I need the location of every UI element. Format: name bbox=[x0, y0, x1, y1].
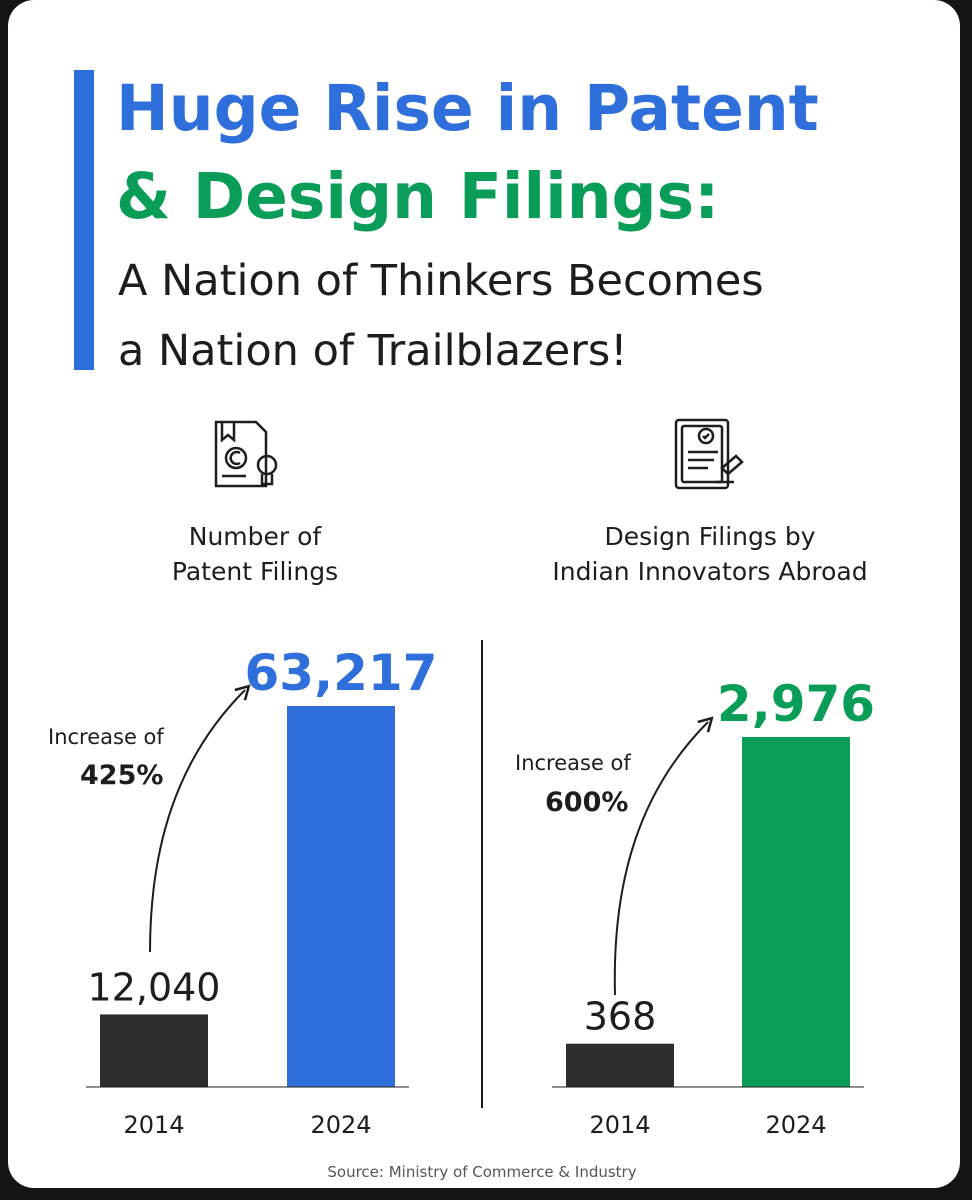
value-label: 368 bbox=[584, 995, 657, 1039]
subtitle-line: A Nation of Thinkers Becomes bbox=[118, 256, 764, 306]
x-tick-label: 2024 bbox=[310, 1111, 371, 1139]
annotation-value: 425% bbox=[80, 760, 163, 791]
bar bbox=[100, 1014, 208, 1087]
x-tick-label: 2024 bbox=[765, 1111, 826, 1139]
title-line: Huge Rise in Patent bbox=[116, 72, 819, 145]
x-tick-label: 2014 bbox=[123, 1111, 184, 1139]
source: Source: Ministry of Commerce & Industry bbox=[327, 1163, 636, 1181]
value-label: 12,040 bbox=[88, 965, 221, 1009]
chart-title: Number of bbox=[189, 522, 323, 551]
arrow bbox=[613, 716, 714, 996]
annotation: Increase of bbox=[515, 751, 631, 775]
x-tick-label: 2014 bbox=[589, 1111, 650, 1139]
value-label: 63,217 bbox=[245, 644, 438, 702]
arrow bbox=[149, 684, 251, 953]
design-icon bbox=[674, 418, 744, 490]
bar bbox=[566, 1043, 674, 1087]
bar bbox=[742, 737, 850, 1087]
value-label: 2,976 bbox=[717, 675, 875, 733]
title-line: & Design Filings: bbox=[116, 160, 719, 233]
chart-title: Indian Innovators Abroad bbox=[552, 557, 867, 586]
chart-title: Design Filings by bbox=[604, 522, 815, 551]
patent-icon bbox=[214, 420, 278, 488]
accent-bar bbox=[74, 70, 94, 370]
annotation-value: 600% bbox=[545, 787, 628, 818]
bar bbox=[287, 706, 395, 1087]
annotation: Increase of bbox=[48, 725, 164, 749]
card bbox=[8, 0, 960, 1188]
chart-title: Patent Filings bbox=[172, 557, 338, 586]
subtitle-line: a Nation of Trailblazers! bbox=[118, 326, 628, 376]
